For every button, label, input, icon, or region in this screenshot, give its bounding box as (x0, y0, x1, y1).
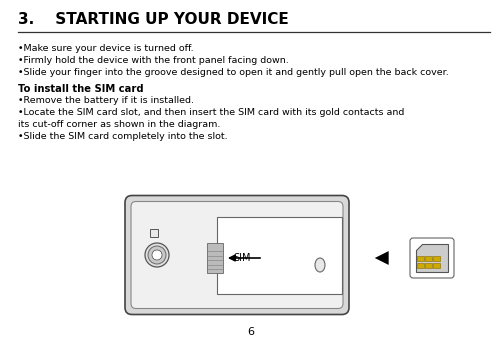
Text: SIM: SIM (233, 253, 250, 263)
Bar (150, 229, 158, 237)
FancyBboxPatch shape (131, 201, 343, 309)
Text: •Remove the battery if it is installed.: •Remove the battery if it is installed. (18, 96, 194, 105)
Bar (417, 256, 424, 261)
Text: 6: 6 (247, 327, 255, 337)
Circle shape (152, 250, 162, 260)
Bar (217, 216, 342, 294)
Text: •Locate the SIM card slot, and then insert the SIM card with its gold contacts a: •Locate the SIM card slot, and then inse… (18, 108, 404, 117)
Circle shape (148, 246, 166, 264)
Bar (417, 263, 424, 268)
FancyBboxPatch shape (125, 195, 349, 314)
Text: •Slide your finger into the groove designed to open it and gently pull open the : •Slide your finger into the groove desig… (18, 68, 449, 77)
Text: •Firmly hold the device with the front panel facing down.: •Firmly hold the device with the front p… (18, 56, 289, 65)
Text: •Slide the SIM card completely into the slot.: •Slide the SIM card completely into the … (18, 132, 228, 141)
Text: To install the SIM card: To install the SIM card (18, 84, 144, 94)
Bar (433, 263, 440, 268)
Bar (425, 263, 432, 268)
Circle shape (145, 243, 169, 267)
Polygon shape (416, 244, 448, 272)
Text: 3.    STARTING UP YOUR DEVICE: 3. STARTING UP YOUR DEVICE (18, 12, 289, 27)
Bar (425, 256, 432, 261)
Text: its cut-off corner as shown in the diagram.: its cut-off corner as shown in the diagr… (18, 120, 220, 129)
Bar (433, 256, 440, 261)
Bar (207, 243, 223, 273)
Text: •Make sure your device is turned off.: •Make sure your device is turned off. (18, 44, 194, 53)
Ellipse shape (315, 258, 325, 272)
